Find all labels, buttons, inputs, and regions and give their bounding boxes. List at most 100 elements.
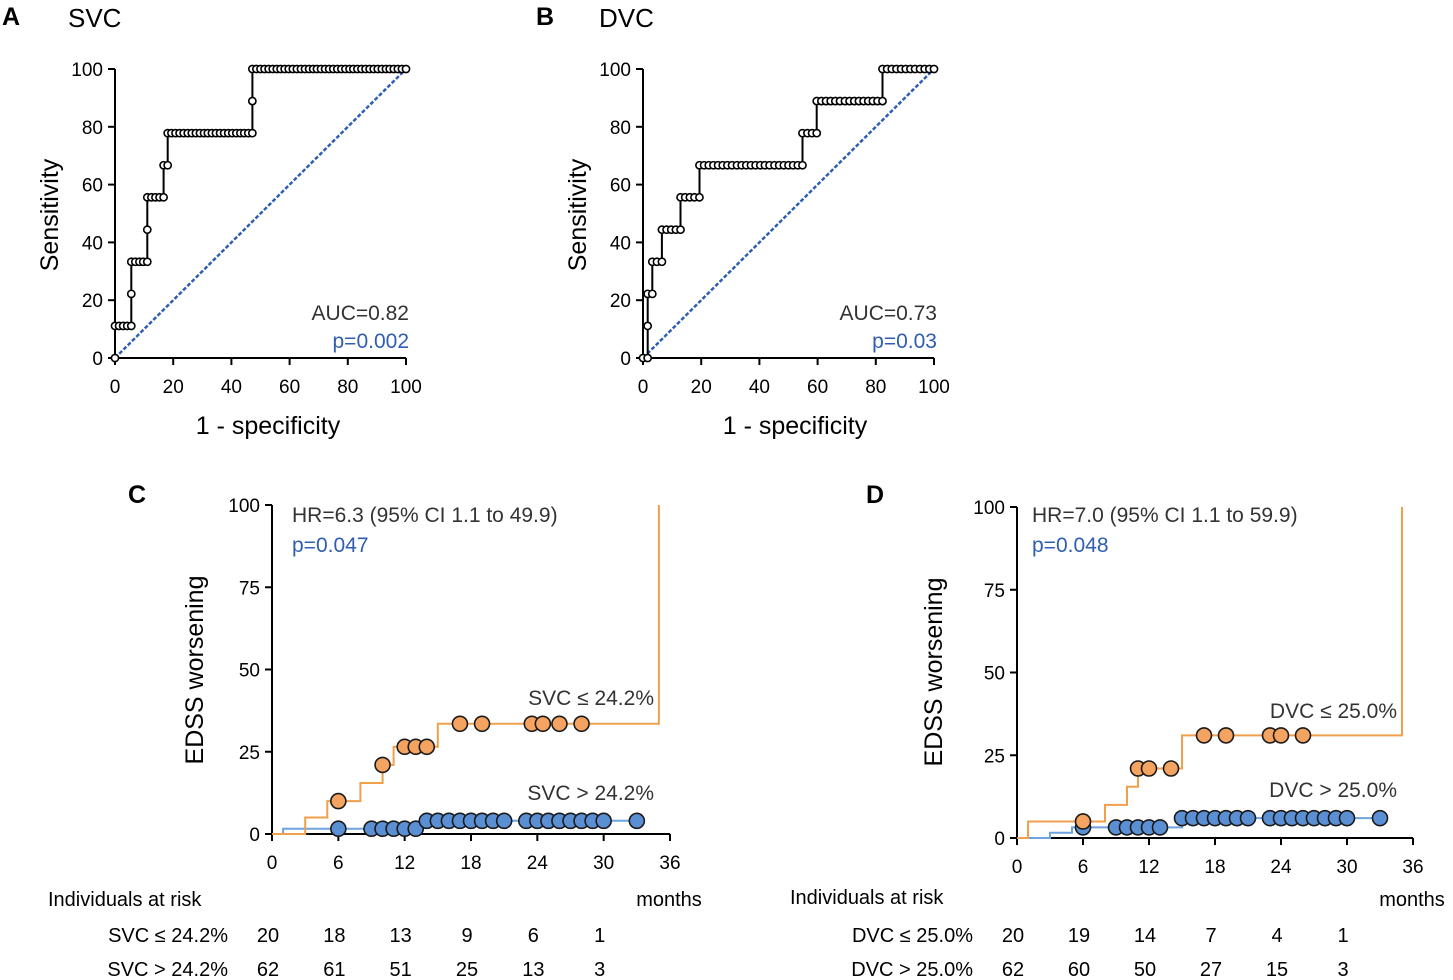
y-tick-label: 100 <box>599 60 631 81</box>
censor-mark-orange <box>1140 760 1158 777</box>
x-tick-label: 100 <box>918 377 950 398</box>
risk-cell: 25 <box>456 959 478 980</box>
roc-point <box>676 225 685 235</box>
panel-c-legend-low: SVC ≤ 24.2% <box>528 687 654 710</box>
risk-cell: 1 <box>1337 925 1348 947</box>
y-tick-label: 0 <box>620 349 631 370</box>
censor-mark-orange <box>418 738 436 756</box>
y-tick-label: 25 <box>984 746 1005 767</box>
panel-c-hr: HR=6.3 (95% CI 1.1 to 49.9) <box>292 504 558 527</box>
roc-point <box>142 225 152 235</box>
y-tick-label: 60 <box>82 176 103 197</box>
reference-diagonal <box>114 68 407 359</box>
x-tick-label: 24 <box>527 853 549 874</box>
panel-b-auc: AUC=0.73 <box>840 302 937 325</box>
censor-mark-orange <box>1294 727 1312 744</box>
y-tick-label: 40 <box>82 233 103 254</box>
x-tick-label: 18 <box>1204 857 1225 878</box>
panel-d-pvalue: p=0.048 <box>1032 534 1109 557</box>
censor-mark-orange <box>1217 727 1235 744</box>
km-curve-orange <box>1017 507 1403 839</box>
y-tick-label: 0 <box>92 349 103 370</box>
roc-point <box>247 96 257 106</box>
risk-cell: 20 <box>1002 925 1024 947</box>
reference-diagonal <box>642 68 935 359</box>
censor-mark-blue <box>407 820 425 838</box>
roc-point <box>878 96 887 106</box>
x-tick-label: 80 <box>865 377 886 398</box>
panel-b-plot <box>638 64 939 363</box>
risk-cell: 51 <box>390 959 412 980</box>
x-tick-label: 36 <box>659 853 680 874</box>
x-tick-label: 24 <box>1270 857 1292 878</box>
panel-d-hr: HR=7.0 (95% CI 1.1 to 59.9) <box>1032 504 1298 527</box>
y-tick-label: 80 <box>82 118 103 139</box>
risk-cell: 60 <box>1068 959 1090 980</box>
x-tick-label: 60 <box>807 377 828 398</box>
risk-cell: 3 <box>594 959 605 980</box>
censor-mark-orange <box>534 715 552 733</box>
panel-d: D EDSS worsening 0 6 12 18 24 30 360255075100 … <box>790 481 1445 980</box>
roc-point <box>163 160 173 170</box>
panel-d-legend-high: DVC > 25.0% <box>1269 779 1397 802</box>
y-tick-label: 50 <box>239 661 260 682</box>
risk-cell: 4 <box>1271 925 1282 947</box>
panel-a: A SVC Sensitivity 1 - specificity 0 20 40 6… <box>2 3 422 440</box>
risk-cell: 1 <box>594 925 605 947</box>
panel-c-axes: 0 6 12 18 24 30 36 0 25 50 75 100 <box>228 496 680 874</box>
panel-d-legend-low: DVC ≤ 25.0% <box>1270 700 1397 723</box>
y-tick-label: 75 <box>984 581 1005 602</box>
roc-point <box>126 289 136 299</box>
censor-mark-orange <box>1074 813 1092 830</box>
km-curve-orange <box>272 505 660 835</box>
y-tick-label: 50 <box>984 664 1005 685</box>
x-tick-label: 30 <box>593 853 614 874</box>
x-tick-label: 30 <box>1336 857 1357 878</box>
panel-c-legend-high: SVC > 24.2% <box>527 782 654 805</box>
censor-mark-orange <box>1272 727 1290 744</box>
panel-b-pvalue: p=0.03 <box>872 330 937 353</box>
censor-mark-orange <box>374 756 391 774</box>
panel-a-auc: AUC=0.82 <box>312 302 409 325</box>
roc-point <box>110 353 120 363</box>
y-tick-label: 100 <box>71 60 103 81</box>
roc-point <box>159 192 168 202</box>
panel-d-xunit: months <box>1379 889 1445 911</box>
risk-cell: 50 <box>1134 959 1156 980</box>
x-tick-label: 0 <box>1012 857 1023 878</box>
panel-a-title: SVC <box>68 3 121 33</box>
risk-cell: 18 <box>323 925 345 947</box>
panel-c-xunit: months <box>636 889 702 911</box>
x-tick-label: 40 <box>749 377 770 398</box>
y-tick-label: 100 <box>228 496 260 517</box>
risk-cell: 6 <box>528 925 539 947</box>
roc-point <box>929 64 939 74</box>
censor-mark-orange <box>551 715 568 733</box>
x-tick-label: 12 <box>1138 857 1159 878</box>
roc-point <box>247 128 257 138</box>
panel-b: B DVC Sensitivity 1 - specificity 0 20 40 6… <box>536 3 950 440</box>
y-tick-label: 20 <box>610 291 631 312</box>
censor-mark-orange <box>1195 727 1213 744</box>
panel-d-axes: 0 6 12 18 24 30 36 0 25 50 75 100 <box>973 498 1423 878</box>
x-tick-label: 40 <box>221 377 242 398</box>
censor-mark-blue <box>1371 809 1389 827</box>
roc-point <box>695 192 704 202</box>
censor-mark-blue <box>1151 819 1169 836</box>
risk-cell: 7 <box>1205 925 1216 947</box>
roc-point <box>142 257 152 267</box>
x-tick-label: 6 <box>333 853 344 874</box>
panel-b-ylabel: Sensitivity <box>564 158 592 271</box>
panel-a-plot <box>110 64 411 363</box>
risk-cell: 13 <box>522 959 544 980</box>
panel-a-xlabel: 1 - specificity <box>196 412 341 440</box>
censor-mark-blue <box>495 812 513 830</box>
panel-b-axes: 0 20 40 60 80 100 0 20 40 60 80 100 <box>599 60 950 398</box>
roc-point <box>647 289 657 299</box>
roc-point <box>798 160 807 170</box>
censor-mark-blue <box>1239 809 1257 827</box>
y-tick-label: 75 <box>239 578 260 599</box>
panel-c-letter: C <box>128 481 146 509</box>
